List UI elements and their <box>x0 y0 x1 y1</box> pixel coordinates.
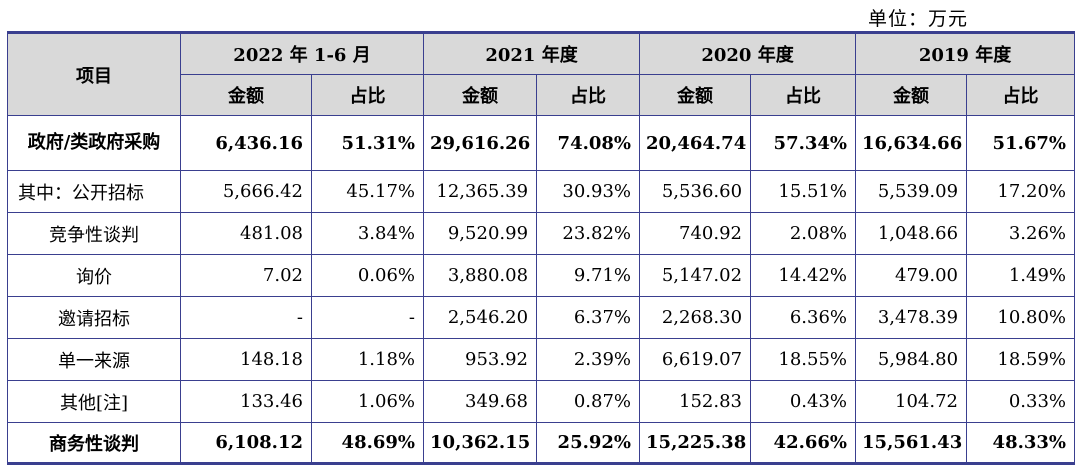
table-row: 商务性谈判 6,108.12 48.69% 10,362.15 25.92% 15,225… <box>7 422 1076 464</box>
ratio-cell: 17.20% <box>966 170 1076 213</box>
ratio-cell: 10.80% <box>966 296 1076 339</box>
ratio-cell: 0.06% <box>310 254 425 297</box>
table-row: 政府/类政府采购 6,436.16 51.31% 29,616.26 74.08% 20,… <box>7 115 1076 171</box>
table-row: 竞争性谈判 481.08 3.84% 9,520.99 23.82% 740.92 2.08… <box>7 212 1076 255</box>
ratio-cell: 42.66% <box>750 422 857 464</box>
ratio-cell: 74.08% <box>536 115 641 171</box>
header-amount: 金额 <box>855 74 968 116</box>
amount-cell: 6,436.16 <box>180 115 312 171</box>
row-label: 竞争性谈判 <box>7 212 181 255</box>
header-period-2021: 2021 年度 <box>423 32 641 75</box>
ratio-cell: 6.37% <box>536 296 641 339</box>
amount-cell: 6,108.12 <box>180 422 312 464</box>
row-label: 询价 <box>7 254 181 297</box>
row-label: 邀请招标 <box>7 296 181 339</box>
ratio-cell: 2.08% <box>750 212 857 255</box>
ratio-cell: 30.93% <box>536 170 641 213</box>
row-label: 单一来源 <box>7 338 181 381</box>
ratio-cell: 1.49% <box>966 254 1076 297</box>
table-row: 其中：公开招标 5,666.42 45.17% 12,365.39 30.93% 5,53… <box>7 170 1076 213</box>
ratio-cell: - <box>310 296 425 339</box>
ratio-cell: 18.59% <box>966 338 1076 381</box>
amount-cell: 3,880.08 <box>423 254 538 297</box>
ratio-cell: 25.92% <box>536 422 641 464</box>
header-ratio: 占比 <box>310 74 425 116</box>
amount-cell: 15,561.43 <box>855 422 968 464</box>
amount-cell: 5,147.02 <box>639 254 752 297</box>
header-item: 项目 <box>7 32 181 116</box>
amount-cell: 481.08 <box>180 212 312 255</box>
ratio-cell: 3.26% <box>966 212 1076 255</box>
ratio-cell: 15.51% <box>750 170 857 213</box>
ratio-cell: 51.31% <box>310 115 425 171</box>
ratio-cell: 3.84% <box>310 212 425 255</box>
ratio-cell: 48.69% <box>310 422 425 464</box>
header-ratio: 占比 <box>966 74 1076 116</box>
amount-cell: 104.72 <box>855 380 968 423</box>
amount-cell: 349.68 <box>423 380 538 423</box>
ratio-cell: 23.82% <box>536 212 641 255</box>
header-period-2022h1: 2022 年 1-6 月 <box>179 32 425 75</box>
amount-cell: 740.92 <box>639 212 752 255</box>
amount-cell: 10,362.15 <box>423 422 538 464</box>
unit-label: 单位：万元 <box>867 8 968 30</box>
row-label: 其他[注] <box>7 380 181 423</box>
ratio-cell: 9.71% <box>536 254 641 297</box>
header-amount: 金额 <box>180 74 312 116</box>
row-label: 其中：公开招标 <box>7 170 181 213</box>
amount-cell: 2,268.30 <box>639 296 752 339</box>
amount-cell: 5,539.09 <box>855 170 968 213</box>
amount-cell: 15,225.38 <box>639 422 752 464</box>
header-ratio: 占比 <box>536 74 641 116</box>
table-row: 单一来源 148.18 1.18% 953.92 2.39% 6,619.07 18.55%… <box>7 338 1076 381</box>
amount-cell: 1,048.66 <box>855 212 968 255</box>
amount-cell: 6,619.07 <box>639 338 752 381</box>
ratio-cell: 45.17% <box>310 170 425 213</box>
amount-cell: 12,365.39 <box>423 170 538 213</box>
amount-cell: 2,546.20 <box>423 296 538 339</box>
amount-cell: 7.02 <box>180 254 312 297</box>
ratio-cell: 2.39% <box>536 338 641 381</box>
ratio-cell: 14.42% <box>750 254 857 297</box>
amount-cell: 152.83 <box>639 380 752 423</box>
table-row: 邀请招标 - -2,546.20 6.37% 2,268.30 6.36% 3,478.39… <box>7 296 1076 339</box>
amount-cell: 9,520.99 <box>423 212 538 255</box>
amount-cell: 5,666.42 <box>180 170 312 213</box>
table-row: 其他[注] 133.46 1.06% 349.68 0.87% 152.83 0.43% 10… <box>7 380 1076 423</box>
amount-cell: 16,634.66 <box>855 115 968 171</box>
amount-cell: 29,616.26 <box>423 115 538 171</box>
amount-cell: 20,464.74 <box>639 115 752 171</box>
amount-cell: 133.46 <box>180 380 312 423</box>
ratio-cell: 18.55% <box>750 338 857 381</box>
header-period-2020: 2020 年度 <box>639 32 857 75</box>
amount-cell: 5,536.60 <box>639 170 752 213</box>
row-label: 商务性谈判 <box>7 422 181 464</box>
amount-cell: 5,984.80 <box>855 338 968 381</box>
ratio-cell: 1.06% <box>310 380 425 423</box>
header-amount: 金额 <box>639 74 752 116</box>
table-row: 询价 7.02 0.06% 3,880.08 9.71% 5,147.02 14.42% 47… <box>7 254 1076 297</box>
amount-cell: 953.92 <box>423 338 538 381</box>
ratio-cell: 51.67% <box>966 115 1076 171</box>
row-label: 政府/类政府采购 <box>7 115 181 171</box>
ratio-cell: 57.34% <box>750 115 857 171</box>
amount-cell: 3,478.39 <box>855 296 968 339</box>
ratio-cell: 0.43% <box>750 380 857 423</box>
header-ratio: 占比 <box>750 74 857 116</box>
header-amount: 金额 <box>423 74 538 116</box>
amount-cell: - <box>180 296 312 339</box>
ratio-cell: 6.36% <box>750 296 857 339</box>
amount-cell: 479.00 <box>855 254 968 297</box>
header-period-2019: 2019 年度 <box>855 32 1076 75</box>
amount-cell: 148.18 <box>180 338 312 381</box>
procurement-table: 项目 2022 年 1-6 月 2021 年度 2020 年度 2019 年度 … <box>7 31 1076 465</box>
ratio-cell: 0.33% <box>966 380 1076 423</box>
ratio-cell: 0.87% <box>536 380 641 423</box>
ratio-cell: 48.33% <box>966 422 1076 464</box>
ratio-cell: 1.18% <box>310 338 425 381</box>
